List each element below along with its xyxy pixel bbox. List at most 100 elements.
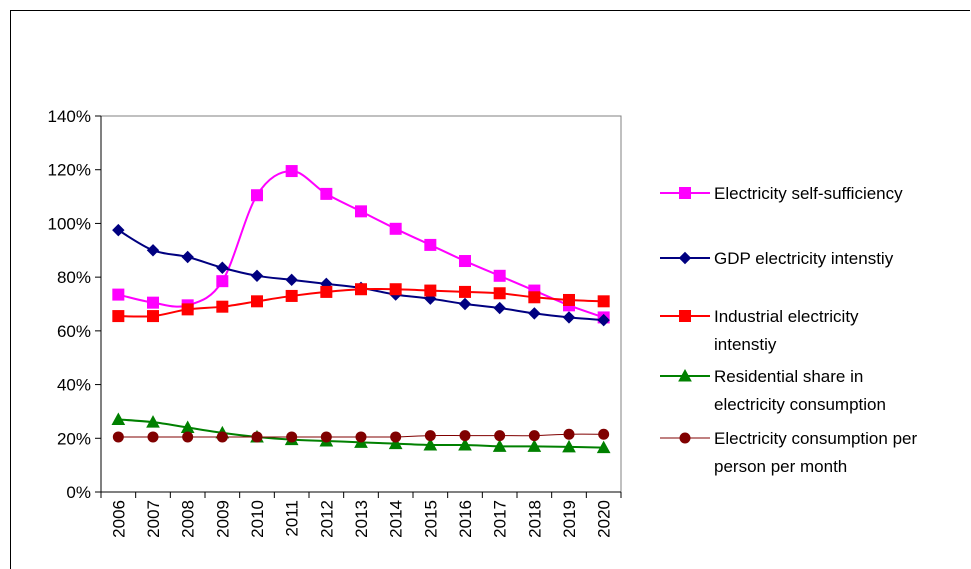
data-point — [528, 291, 541, 304]
data-point — [181, 303, 194, 316]
data-point — [216, 431, 228, 443]
data-point — [597, 295, 610, 308]
legend-item-electricity-consumption-per-person-per-month: Electricity consumption per person per mo… — [660, 429, 917, 476]
x-tick-label: 2006 — [109, 500, 128, 538]
data-point — [320, 285, 333, 298]
legend-label: Electricity self-sufficiency — [714, 184, 903, 203]
data-point — [424, 430, 436, 442]
data-point — [493, 301, 506, 315]
data-point — [250, 269, 264, 283]
y-tick-label: 20% — [57, 429, 91, 448]
x-tick-label: 2011 — [283, 500, 302, 537]
x-tick-label: 2016 — [456, 500, 475, 538]
data-point — [528, 307, 541, 320]
data-point — [355, 205, 367, 218]
x-tick-label: 2017 — [491, 500, 510, 538]
legend: Electricity self-sufficiency GDP electric… — [660, 184, 917, 476]
legend-item-industrial-electricity-intenstiy: Industrial electricity intenstiy — [660, 307, 859, 354]
data-point — [147, 431, 159, 443]
legend-label: Industrial electricity — [714, 307, 859, 326]
data-point — [112, 223, 125, 237]
legend-item-residential-share-in-electricity-consumption: Residential share in electricity consumpt… — [660, 367, 886, 414]
legend-marker — [679, 432, 691, 444]
legend-marker — [679, 310, 691, 322]
data-point — [424, 238, 437, 251]
data-point — [320, 431, 332, 443]
data-point — [112, 431, 124, 443]
x-tick-label: 2019 — [560, 500, 579, 538]
data-point — [389, 222, 402, 235]
data-point — [355, 431, 367, 443]
data-point — [459, 255, 471, 268]
data-point — [147, 310, 159, 323]
x-tick-label: 2015 — [421, 500, 440, 538]
data-point — [563, 293, 575, 306]
data-point — [251, 189, 263, 202]
data-point — [597, 313, 610, 327]
data-point — [563, 428, 575, 440]
legend-label: Residential share in — [714, 367, 863, 386]
series-electricity-consumption-per-person-per-month — [112, 428, 610, 443]
data-point — [285, 289, 298, 302]
data-point — [423, 437, 438, 451]
series-layer — [111, 165, 611, 454]
data-point — [286, 431, 298, 443]
legend-marker — [679, 187, 691, 199]
x-tick-label: 2020 — [595, 500, 614, 538]
data-point — [492, 439, 507, 452]
legend-label: intenstiy — [714, 335, 777, 354]
data-point — [146, 415, 160, 428]
data-point — [320, 187, 333, 200]
y-tick-label: 40% — [57, 376, 91, 395]
y-tick-label: 60% — [57, 322, 91, 341]
data-point — [458, 297, 472, 311]
y-tick-label: 100% — [48, 214, 91, 233]
data-point — [562, 311, 576, 324]
data-point — [216, 300, 229, 313]
data-point — [285, 165, 298, 178]
legend-marker — [678, 368, 692, 382]
data-point — [111, 412, 126, 425]
data-point — [494, 430, 506, 442]
x-tick-label: 2009 — [213, 500, 232, 538]
data-point — [285, 273, 298, 287]
legend-label: electricity consumption — [714, 395, 886, 414]
x-tick-label: 2012 — [317, 500, 336, 538]
data-point — [493, 287, 506, 300]
data-point — [112, 310, 125, 323]
data-point — [493, 269, 506, 282]
data-point — [390, 431, 402, 443]
x-tick-label: 2013 — [352, 500, 371, 538]
data-point — [112, 288, 125, 301]
data-point — [528, 430, 540, 442]
x-tick-label: 2014 — [387, 500, 406, 538]
legend-item-electricity-self-sufficiency: Electricity self-sufficiency — [660, 184, 903, 203]
data-point — [251, 431, 263, 443]
data-point — [389, 283, 402, 296]
x-tick-label: 2008 — [179, 500, 198, 538]
y-tick-label: 80% — [57, 268, 91, 287]
y-tick-label: 120% — [48, 161, 91, 180]
x-tick-label: 2007 — [144, 500, 163, 538]
data-point — [527, 439, 542, 452]
legend-marker — [678, 251, 692, 265]
data-point — [216, 261, 229, 274]
data-point — [596, 440, 611, 454]
legend-label: Electricity consumption per — [714, 429, 917, 448]
data-point — [147, 296, 159, 309]
x-tick-label: 2010 — [248, 500, 267, 538]
data-point — [182, 431, 194, 443]
data-point — [598, 428, 610, 440]
legend-label: person per month — [714, 457, 847, 476]
series-industrial-electricity-intenstiy — [112, 283, 610, 323]
data-point — [458, 437, 472, 451]
x-axis: 2006 2007 2008 2009 2010 2011 2012 2013 2014 2015… — [100, 491, 622, 538]
legend-label: GDP electricity intenstiy — [714, 249, 894, 268]
data-point — [459, 430, 471, 442]
data-point — [181, 250, 194, 264]
data-point — [251, 295, 263, 308]
legend-item-gdp-electricity-intenstiy: GDP electricity intenstiy — [660, 249, 894, 268]
data-point — [216, 275, 229, 288]
x-tick-label: 2018 — [525, 500, 544, 538]
